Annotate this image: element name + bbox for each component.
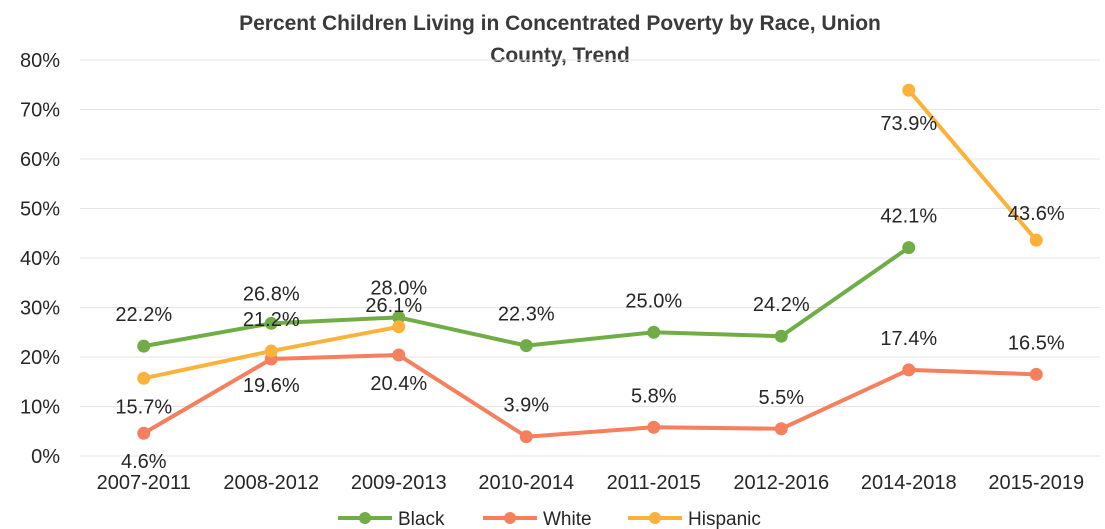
black-legend-marker	[359, 512, 371, 524]
black-data-label: 25.0%	[625, 290, 682, 312]
hispanic-data-point	[264, 344, 278, 358]
x-tick-label: 2009-2013	[351, 472, 447, 494]
hispanic-data-point	[137, 371, 151, 385]
black-data-point	[902, 241, 916, 255]
white-data-label: 4.6%	[121, 451, 167, 473]
white-data-label: 17.4%	[880, 328, 937, 350]
hispanic-data-point	[1029, 233, 1043, 247]
y-tick-label: 30%	[20, 298, 60, 320]
white-legend-label: White	[543, 509, 592, 529]
hispanic-data-label: 26.1%	[365, 295, 422, 317]
x-tick-label: 2011-2015	[607, 472, 701, 494]
x-tick-label: 2007-2011	[97, 472, 191, 494]
data-labels: 22.2% 26.8% 28.0% 22.3% 25.0% 24.2% 42.1% 4.6% 1…	[115, 113, 1064, 473]
black-data-label: 22.2%	[115, 304, 172, 326]
black-data-point	[519, 339, 533, 353]
y-tick-label: 10%	[20, 397, 60, 419]
white-legend-marker	[504, 512, 516, 524]
hispanic-data-label: 21.2%	[243, 309, 300, 331]
hispanic-data-label: 43.6%	[1008, 203, 1065, 225]
x-tick-label: 2014-2018	[861, 472, 957, 494]
x-tick-label: 2010-2014	[478, 472, 574, 494]
black-data-label: 24.2%	[753, 294, 810, 316]
black-data-label: 26.8%	[243, 283, 300, 305]
y-tick-label: 0%	[31, 446, 60, 468]
white-data-point	[647, 420, 661, 434]
white-data-label: 5.8%	[631, 385, 677, 407]
gridlines	[80, 59, 1100, 457]
white-data-point	[392, 348, 406, 362]
y-axis: 0% 10% 20% 30% 40% 50% 60% 70% 80%	[20, 50, 60, 468]
black-data-label: 22.3%	[498, 304, 555, 326]
hispanic-legend-label: Hispanic	[688, 509, 761, 529]
x-axis: 2007-2011 2008-2012 2009-2013 2010-2014 2011…	[97, 472, 1084, 494]
series-points	[137, 83, 1043, 444]
white-data-point	[519, 430, 533, 444]
black-data-label: 28.0%	[370, 277, 427, 299]
hispanic-data-point	[902, 83, 916, 97]
chart-title-line-1: Percent Children Living in Concentrated …	[239, 12, 881, 35]
black-data-point	[264, 316, 278, 330]
white-data-point	[902, 363, 916, 377]
black-legend-label: Black	[398, 509, 445, 529]
black-data-point	[647, 325, 661, 339]
white-data-label: 5.5%	[758, 387, 804, 409]
chart-title-line-2: County, Trend	[490, 44, 630, 67]
black-data-point	[392, 310, 406, 324]
hispanic-data-label: 73.9%	[880, 113, 937, 135]
y-tick-label: 80%	[20, 50, 60, 72]
white-data-label: 3.9%	[503, 395, 549, 417]
y-tick-label: 40%	[20, 248, 60, 270]
y-tick-label: 70%	[20, 100, 60, 122]
white-series-line	[141, 353, 1039, 439]
x-tick-label: 2015-2019	[988, 472, 1084, 494]
black-data-point	[774, 329, 788, 343]
hispanic-data-point	[392, 320, 406, 334]
legend: Black White Hispanic	[338, 509, 761, 529]
y-tick-label: 60%	[20, 149, 60, 171]
black-data-label: 42.1%	[880, 206, 937, 228]
hispanic-data-label: 15.7%	[115, 396, 172, 418]
hispanic-series-line	[906, 88, 1039, 243]
white-data-label: 19.6%	[243, 375, 300, 397]
black-data-point	[137, 339, 151, 353]
white-data-point	[1029, 367, 1043, 381]
y-tick-label: 50%	[20, 199, 60, 221]
hispanic-legend-marker	[649, 512, 661, 524]
white-data-label: 20.4%	[370, 373, 427, 395]
x-tick-label: 2012-2016	[733, 472, 829, 494]
white-data-point	[774, 422, 788, 436]
white-data-point	[137, 426, 151, 440]
white-data-label: 16.5%	[1008, 332, 1065, 354]
y-tick-label: 20%	[20, 347, 60, 369]
x-tick-label: 2008-2012	[223, 472, 319, 494]
